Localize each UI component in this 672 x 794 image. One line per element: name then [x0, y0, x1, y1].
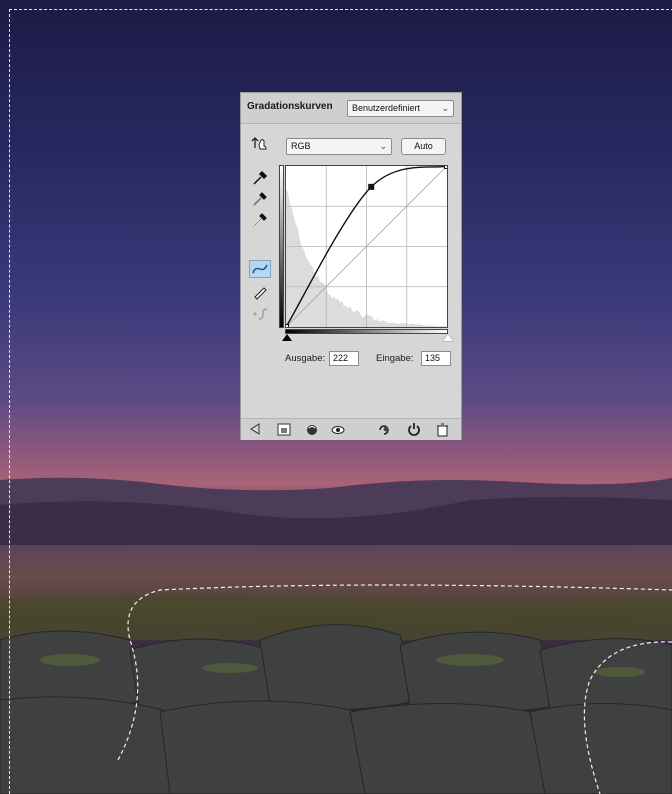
auto-button[interactable]: Auto — [401, 138, 446, 155]
smooth-curve-icon[interactable] — [249, 305, 271, 323]
black-point-slider[interactable] — [282, 334, 292, 341]
eyedropper-black-icon[interactable] — [249, 169, 271, 187]
eye-icon[interactable] — [331, 422, 346, 437]
output-field[interactable]: 222 — [329, 351, 359, 366]
delete-icon[interactable] — [435, 422, 450, 437]
curves-panel: Gradationskurven Benutzerdefiniert ⌄ RGB… — [240, 92, 462, 440]
curve-edit-icon[interactable] — [249, 260, 271, 278]
on-image-adjust-icon[interactable] — [249, 135, 271, 153]
curve-graph[interactable] — [285, 165, 448, 328]
preset-value: Benutzerdefiniert — [352, 103, 420, 113]
reset-icon[interactable] — [377, 422, 392, 437]
curve-control-point — [445, 166, 448, 169]
chevron-down-icon: ⌄ — [379, 139, 387, 154]
output-label: Ausgabe: — [285, 353, 325, 364]
channel-value: RGB — [291, 141, 311, 151]
panel-header: Gradationskurven Benutzerdefiniert ⌄ — [241, 93, 461, 124]
pencil-icon[interactable] — [249, 283, 271, 301]
visibility-icon[interactable] — [305, 422, 320, 437]
channel-select[interactable]: RGB ⌄ — [286, 138, 392, 155]
input-label: Eingabe: — [376, 353, 414, 364]
curve-control-point — [286, 325, 289, 328]
curve-control-point — [369, 184, 374, 189]
clip-to-layer-icon[interactable] — [249, 422, 264, 437]
output-gradient-bar — [279, 165, 284, 328]
white-point-slider[interactable] — [443, 334, 453, 341]
preset-select[interactable]: Benutzerdefiniert ⌄ — [347, 100, 454, 117]
view-previous-state-icon[interactable] — [277, 422, 292, 437]
input-gradient-bar — [285, 329, 448, 334]
panel-bottom-toolbar — [241, 418, 461, 440]
chevron-down-icon: ⌄ — [441, 101, 449, 116]
curve-graph-svg[interactable] — [286, 166, 447, 327]
input-field[interactable]: 135 — [421, 351, 451, 366]
undo-icon[interactable] — [407, 422, 422, 437]
eyedropper-white-icon[interactable] — [249, 211, 271, 229]
eyedropper-gray-icon[interactable] — [249, 190, 271, 208]
panel-title: Gradationskurven — [247, 101, 333, 112]
